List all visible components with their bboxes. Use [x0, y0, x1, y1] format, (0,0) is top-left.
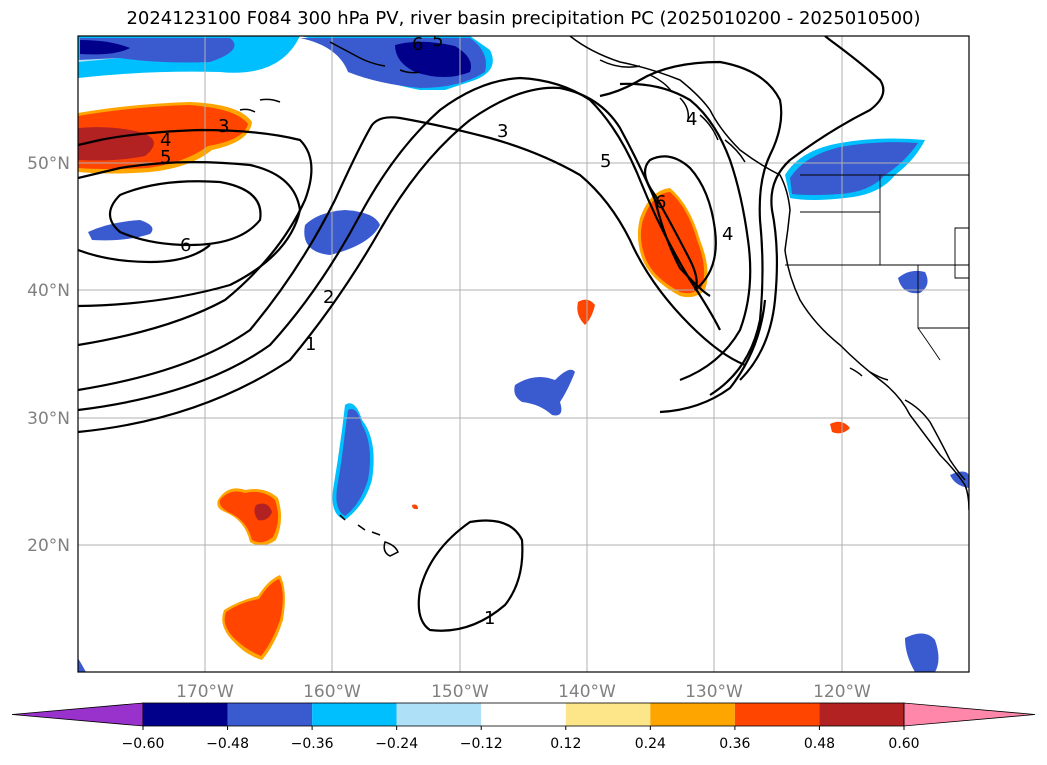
colorbar-tick-label: 0.36: [719, 736, 750, 752]
contour-label: 4: [686, 109, 697, 130]
lat-tick-label: 30°N: [27, 409, 70, 429]
lon-tick-label: 120°W: [813, 682, 871, 702]
contour-label: 1: [305, 334, 316, 355]
colorbar-tick-label: −0.60: [122, 736, 165, 752]
lat-tick-label: 20°N: [27, 536, 70, 556]
colorbar-swatch: [227, 703, 313, 726]
colorbar-frame: [142, 702, 905, 727]
colorbar-swatch: [481, 703, 566, 726]
coastlines: [239, 36, 969, 557]
colorbar-extend-low: [11, 702, 144, 727]
colorbar-tick-label: 0.24: [635, 736, 666, 752]
colorbar-tick-label: 0.12: [550, 736, 581, 752]
contour-label: 4: [722, 224, 733, 245]
contour-label: 6: [412, 34, 423, 55]
plot-frame: [77, 35, 970, 673]
contour-label: 6: [655, 192, 666, 213]
political-borders: [785, 174, 969, 361]
contour-label: 5: [432, 30, 443, 51]
contour-label: 4: [160, 130, 171, 151]
colorbar-tick-label: −0.36: [291, 736, 334, 752]
lon-tick-label: 160°W: [303, 682, 361, 702]
lat-tick-label: 50°N: [27, 154, 70, 174]
map-title: 2024123100 F084 300 hPa PV, river basin …: [126, 8, 921, 29]
lat-tick-label: 40°N: [27, 281, 70, 301]
longitude-labels: 170°W 160°W 150°W 140°W 130°W 120°W: [176, 682, 871, 702]
colorbar-swatch: [734, 703, 820, 726]
contour-label: 1: [484, 608, 495, 629]
colorbar-tick-label: −0.24: [375, 736, 418, 752]
contour-label-group: 1 2 3 4 5 6 3 4 5 6 4 5 6 1: [160, 30, 733, 629]
latitude-labels: 50°N 40°N 30°N 20°N: [27, 154, 70, 556]
colorbar-tick-label: −0.48: [206, 736, 249, 752]
lon-tick-label: 140°W: [558, 682, 616, 702]
contour-label: 3: [218, 116, 229, 137]
contour-label: 3: [497, 121, 508, 142]
lon-tick-label: 130°W: [685, 682, 743, 702]
colorbar-tick-label: −0.12: [460, 736, 503, 752]
colorbar: −0.60 −0.48 −0.36 −0.24 −0.12 0.12 0.24 0.36 0.4…: [11, 702, 1036, 752]
colorbar-swatch: [819, 703, 904, 726]
colorbar-tick-label: 0.60: [888, 736, 919, 752]
contour-label: 6: [180, 235, 191, 256]
lon-tick-label: 170°W: [176, 682, 234, 702]
colorbar-swatch: [565, 703, 651, 726]
contour-label: 2: [323, 287, 334, 308]
map-plot-area: 1 2 3 4 5 6 3 4 5 6 4 5 6 1: [78, 30, 969, 672]
colorbar-swatch: [650, 703, 735, 726]
pv-contours: [78, 36, 885, 632]
colorbar-swatch: [143, 703, 228, 726]
contour-label: 5: [600, 151, 611, 172]
colorbar-swatch: [312, 703, 397, 726]
lon-tick-label: 150°W: [431, 682, 489, 702]
colorbar-extend-high: [903, 702, 1036, 727]
colorbar-tick-label: 0.48: [804, 736, 835, 752]
contour-label: 5: [160, 147, 171, 168]
colorbar-swatch: [396, 703, 482, 726]
